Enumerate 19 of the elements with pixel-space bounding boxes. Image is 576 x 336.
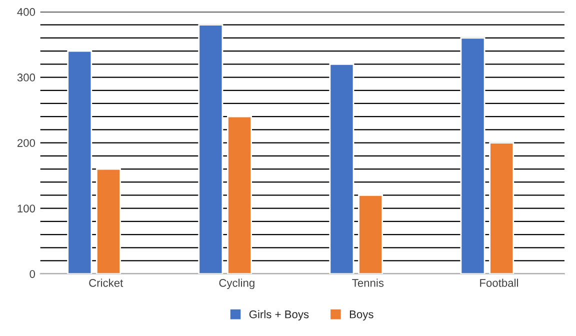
bar <box>358 194 384 274</box>
legend-label: Girls + Boys <box>249 310 309 320</box>
y-tick-label: 0 <box>30 270 36 278</box>
bar <box>329 63 354 274</box>
x-tick-label: Cycling <box>219 278 254 290</box>
bar <box>227 116 252 274</box>
y-tick-label: 400 <box>17 8 36 16</box>
x-tick-label: Cricket <box>89 278 124 287</box>
bar <box>198 24 224 274</box>
bar <box>67 50 92 274</box>
y-tick-label: 100 <box>18 204 36 212</box>
legend-label: Boys <box>350 310 374 320</box>
bar <box>489 142 514 274</box>
y-tick-label: 200 <box>17 139 36 147</box>
x-tick-label: Tennis <box>352 278 384 287</box>
bar <box>96 168 121 274</box>
bar <box>460 37 486 274</box>
x-tick-label: Football <box>480 278 518 287</box>
y-tick-label: 300 <box>17 74 36 82</box>
